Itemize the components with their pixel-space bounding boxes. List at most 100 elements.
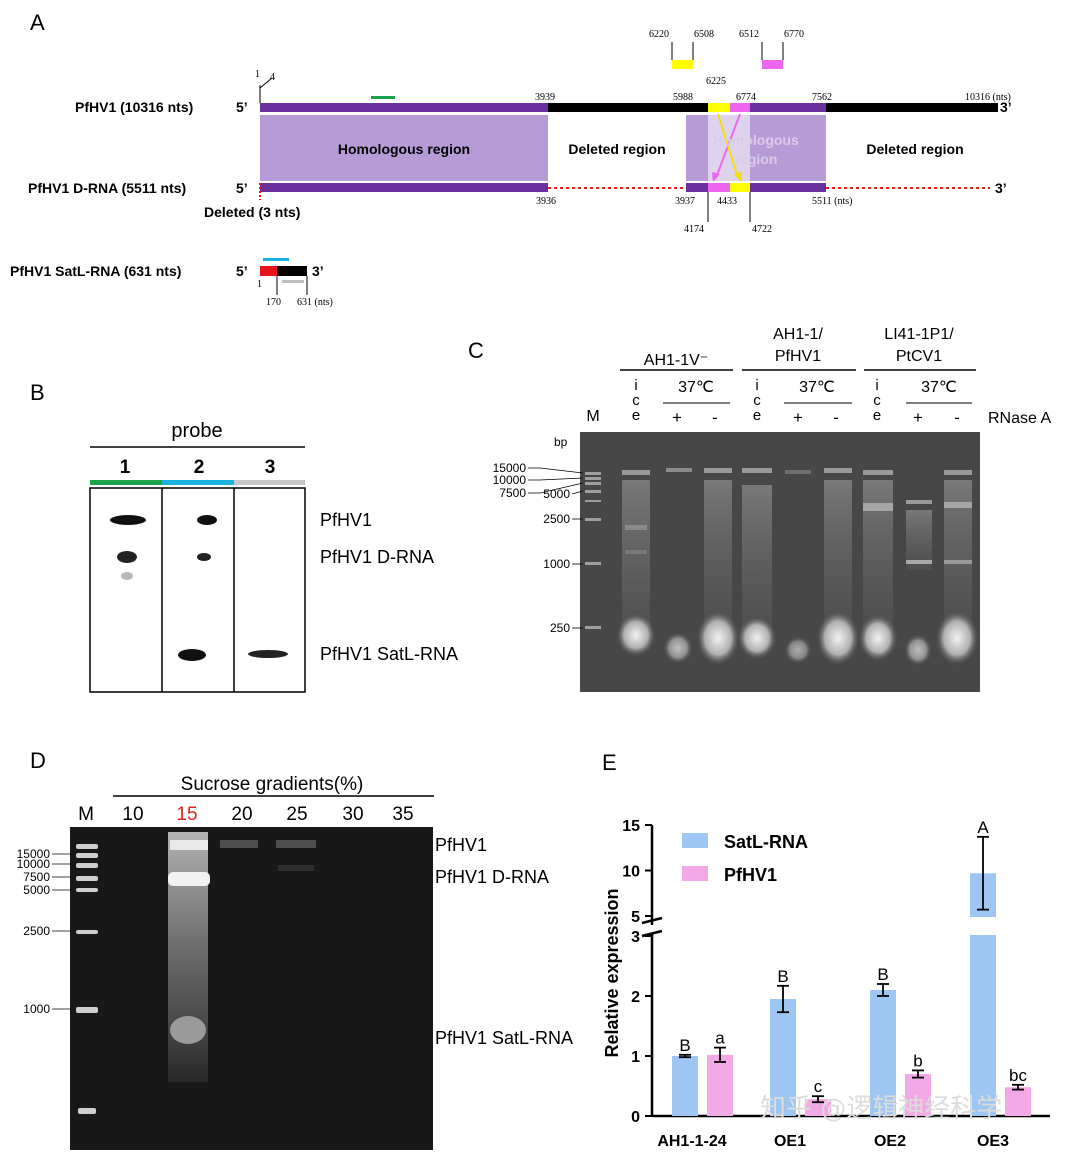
svg-text:+: + — [913, 408, 923, 427]
svg-text:4174: 4174 — [684, 224, 704, 235]
northern-blot: probe 1 2 3 PfHV1 PfHV1 D-RNA PfHV1 SatL… — [89, 420, 458, 693]
pfhv1-segment-homologous — [260, 103, 548, 112]
svg-text:c: c — [753, 392, 761, 409]
svg-text:6508: 6508 — [694, 29, 714, 40]
homologous-block-1 — [260, 115, 548, 181]
bp-label: bp — [554, 435, 568, 449]
pfhv1-segment-deleted-2 — [826, 103, 998, 112]
y-tick-label: 2 — [631, 989, 640, 1006]
watermark: 知乎 @逻辑神经科学 — [760, 1094, 1003, 1124]
svg-text:c: c — [873, 392, 881, 409]
bar-pfhv1-1 — [707, 1054, 733, 1116]
sucrose-title: Sucrose gradients(%) — [181, 774, 364, 795]
svg-text:631 (nts): 631 (nts) — [297, 297, 333, 308]
svg-text:7500: 7500 — [23, 870, 50, 884]
three-prime-1: 3’ — [1000, 99, 1012, 115]
gel-label-pfhv1: PfHV1 — [435, 835, 487, 855]
y-tick-label: 1 — [631, 1049, 640, 1066]
panel-label-e: E — [602, 750, 617, 775]
blot-label-pfhv1: PfHV1 — [320, 510, 372, 530]
lane-label-1: 1 — [120, 457, 131, 478]
svg-text:3939: 3939 — [535, 92, 555, 103]
svg-text:10316 (nts): 10316 (nts) — [965, 92, 1011, 103]
fraction-15: 15 — [176, 804, 197, 825]
band-lane2-satl — [178, 649, 206, 661]
significance-letter: bc — [1009, 1066, 1027, 1085]
svg-text:4433: 4433 — [717, 196, 737, 207]
band-lane1-drna — [117, 551, 137, 563]
y-tick-label: 10 — [622, 864, 640, 881]
svg-text:6512: 6512 — [739, 29, 759, 40]
band-lane2-pfhv1 — [197, 515, 217, 525]
svg-text:170: 170 — [266, 297, 281, 308]
y-tick-label: 0 — [631, 1109, 640, 1126]
five-prime-2: 5’ — [236, 180, 248, 196]
drna-segment-1 — [260, 183, 548, 192]
pfhv1-segment-homologous-2 — [750, 103, 826, 112]
gel-label-satl: PfHV1 SatL-RNA — [435, 1028, 573, 1048]
category-label-4: OE3 — [977, 1133, 1009, 1150]
panel-label-c: C — [468, 338, 484, 363]
category-label-1: AH1-1-24 — [657, 1133, 726, 1150]
svg-text:5511 (nts): 5511 (nts) — [812, 196, 852, 207]
y-tick-label: 15 — [622, 818, 640, 835]
homologous-block-2 — [686, 115, 826, 181]
deleted-region-label-2: Deleted region — [866, 141, 963, 157]
bar-satl-2 — [770, 999, 796, 1116]
svg-text:15000: 15000 — [17, 847, 51, 861]
gel-d-background — [70, 827, 433, 1150]
panel-label-d: D — [30, 748, 46, 773]
fraction-30: 30 — [342, 804, 363, 825]
group-label-3b: PtCV1 — [896, 348, 942, 365]
three-prime-2: 3’ — [995, 180, 1007, 196]
bar-satl-4 — [970, 873, 996, 1116]
svg-text:-: - — [954, 408, 960, 427]
probe-2-marker — [263, 258, 289, 261]
svg-text:4722: 4722 — [752, 224, 772, 235]
satl-red-segment — [260, 266, 277, 276]
rnase-label: RNase A — [988, 410, 1051, 427]
svg-text:10000: 10000 — [493, 473, 527, 487]
homologous-region-label-2a: Homologous — [713, 132, 799, 148]
svg-text:3937: 3937 — [675, 196, 695, 207]
significance-letter: B — [679, 1036, 690, 1055]
svg-text:3936: 3936 — [536, 196, 556, 207]
bar-satl-3 — [870, 990, 896, 1116]
deleted-region-label-1: Deleted region — [568, 141, 665, 157]
y-tick-label: 5 — [631, 909, 640, 926]
marker-label-d: M — [78, 804, 94, 825]
svg-text:7562: 7562 — [812, 92, 832, 103]
svg-text:7500: 7500 — [499, 486, 526, 500]
bar-pfhv1-2 — [805, 1099, 831, 1116]
svg-text:15000: 15000 — [493, 461, 527, 475]
homologous-region-label-2b: region — [735, 151, 778, 167]
svg-text:-: - — [833, 408, 839, 427]
gel-label-drna: PfHV1 D-RNA — [435, 867, 549, 887]
y-axis-label: Relative expression — [602, 888, 622, 1057]
group-label-1: AH1-1V⁻ — [644, 352, 708, 369]
lane-label-2: 2 — [194, 457, 205, 478]
drna-segment-2 — [750, 183, 826, 192]
legend-swatch-pfhv1 — [682, 866, 708, 881]
svg-text:6225: 6225 — [706, 76, 726, 87]
svg-text:1: 1 — [255, 69, 260, 80]
svg-text:4: 4 — [270, 72, 275, 83]
satl-black-segment — [277, 266, 307, 276]
svg-text:6220: 6220 — [649, 29, 669, 40]
lane-15-drna-band — [168, 872, 210, 886]
svg-text:250: 250 — [550, 621, 570, 635]
svg-text:5988: 5988 — [673, 92, 693, 103]
panel-label-a: A — [30, 10, 45, 35]
row-label-satl: PfHV1 SatL-RNA (631 nts) — [10, 263, 181, 279]
band-lane2-drna — [197, 553, 211, 561]
svg-text:+: + — [672, 408, 682, 427]
group-label-2a: AH1-1/ — [773, 326, 823, 343]
three-prime-3: 3’ — [312, 263, 324, 279]
sucrose-gel: Sucrose gradients(%) M 10 15 20 25 30 35… — [17, 774, 573, 1150]
svg-text:10000: 10000 — [17, 857, 51, 871]
svg-text:2500: 2500 — [23, 924, 50, 938]
fraction-35: 35 — [392, 804, 413, 825]
significance-letter: a — [715, 1029, 725, 1048]
significance-letter: A — [977, 818, 989, 837]
svg-text:1000: 1000 — [23, 1002, 50, 1016]
